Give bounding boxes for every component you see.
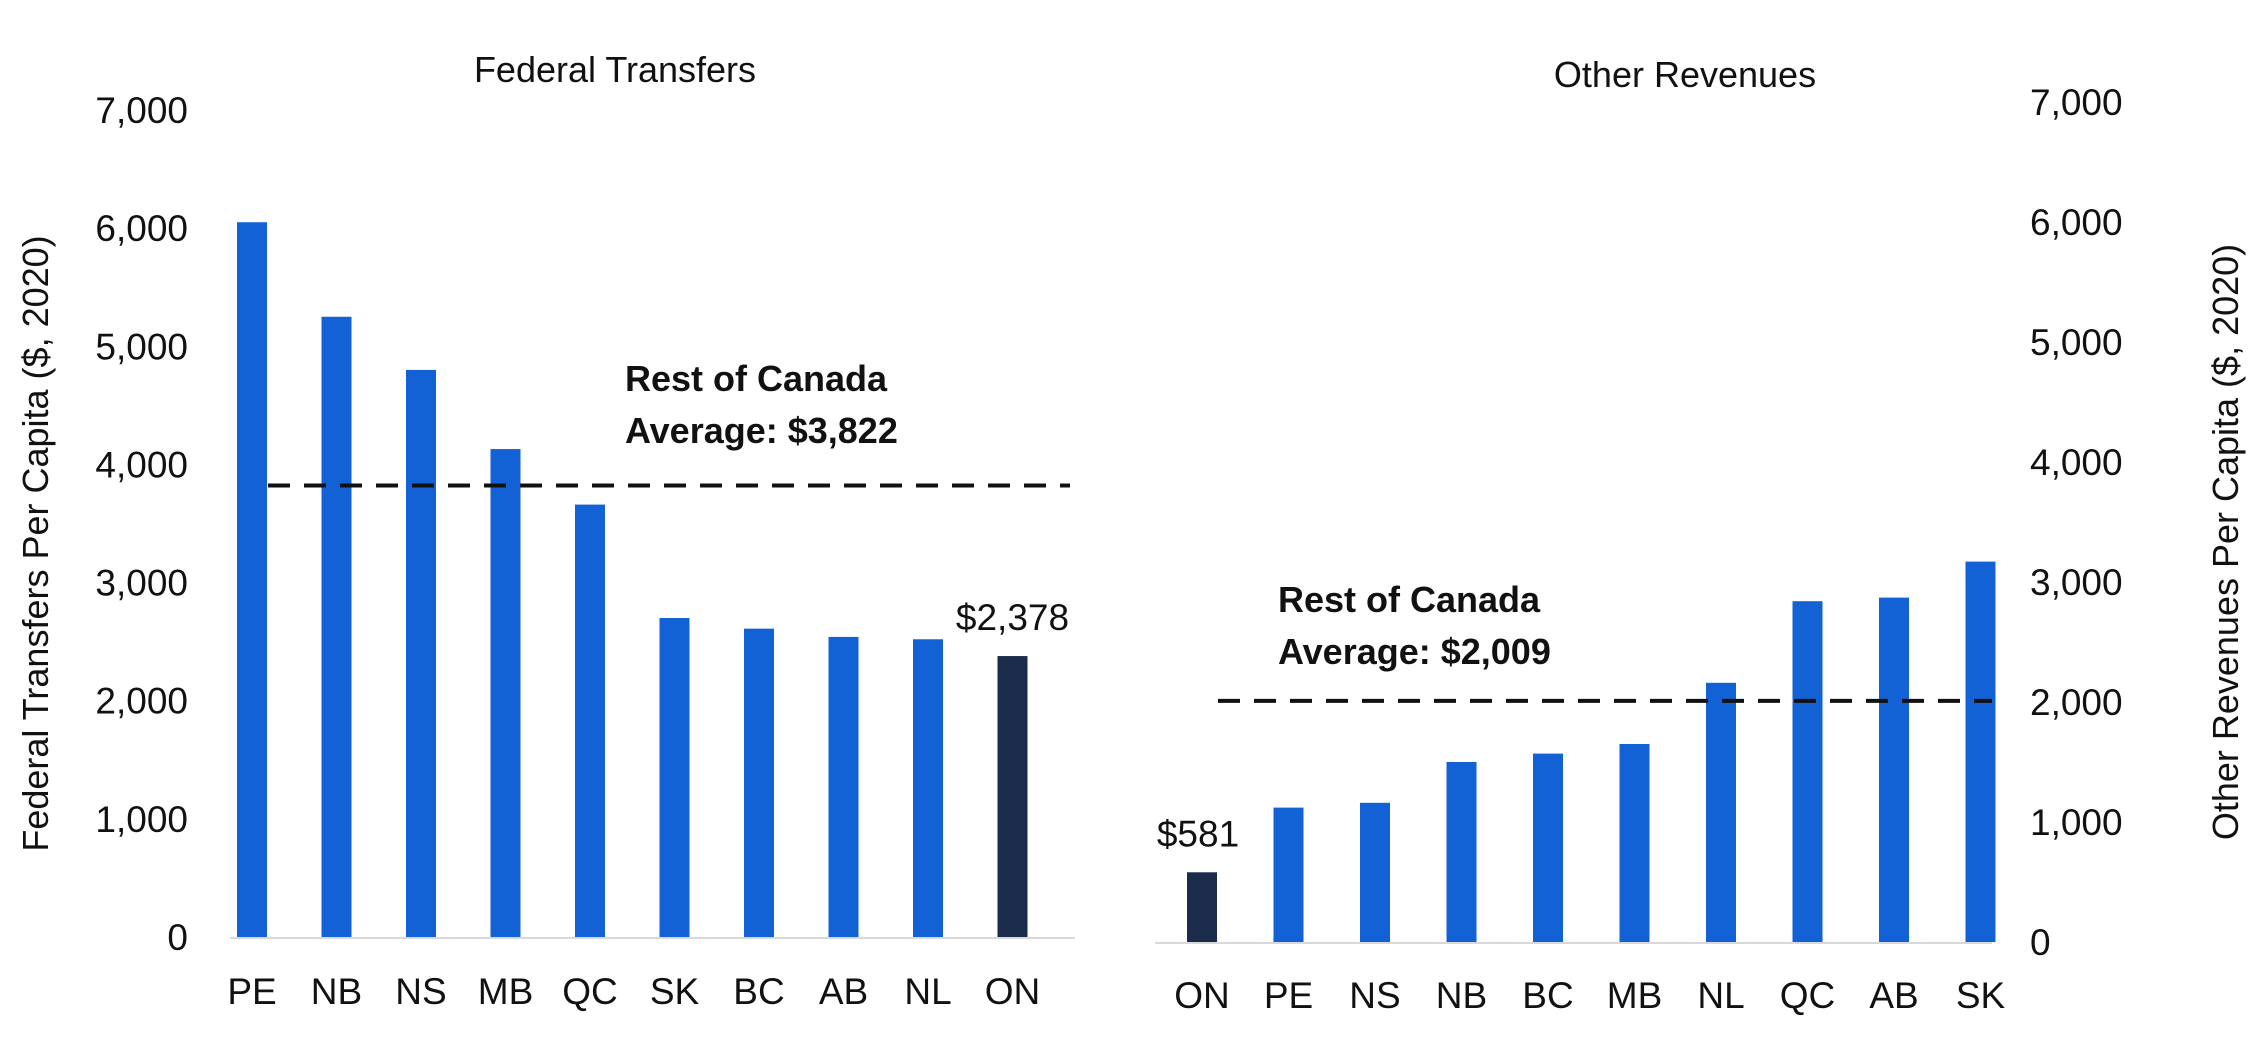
category-label: AB [1869,975,1918,1016]
category-label: NL [1697,975,1744,1016]
bar-nl [1706,682,1736,942]
y-tick-label: 7,000 [95,90,188,131]
y-tick-label: 7,000 [2030,82,2123,123]
y-tick-label: 0 [167,917,188,958]
average-label-line1: Rest of Canada [1278,579,1541,620]
bar-mb [490,449,521,937]
category-label: ON [985,971,1041,1012]
chart-title: Other Revenues [1554,54,1816,95]
bar-on [997,656,1028,937]
bar-on [1187,872,1217,942]
category-label: NS [1349,975,1400,1016]
category-label: BC [1522,975,1573,1016]
y-tick-label: 2,000 [2030,682,2123,723]
other-revenues-panel: Other Revenues Other Revenues Per Capita … [1155,54,2246,1016]
y-tick-label: 3,000 [2030,562,2123,603]
y-tick-label: 5,000 [95,326,188,367]
average-label-line2: Average: $2,009 [1278,631,1551,672]
data-label: $2,378 [956,597,1069,638]
bar-sk [1965,561,1996,942]
y-tick-label: 6,000 [2030,202,2123,243]
y-tick-label: 5,000 [2030,322,2123,363]
y-axis-label: Other Revenues Per Capita ($, 2020) [2205,244,2246,840]
bar-sk [659,618,690,937]
average-label-line1: Rest of Canada [625,358,888,399]
y-tick-label: 3,000 [95,563,188,604]
category-label: QC [1780,975,1836,1016]
category-label: ON [1174,975,1230,1016]
bar-bc [1533,753,1563,942]
bar-ab [828,636,859,937]
y-tick-label: 6,000 [95,208,188,249]
category-label: QC [562,971,618,1012]
bar-ns [406,369,436,937]
category-label: SK [1956,975,2006,1016]
y-tick-label: 4,000 [2030,442,2123,483]
bar-ns [1360,802,1390,942]
bar-bc [744,628,774,937]
category-label: PE [227,971,276,1012]
y-tick-label: 2,000 [95,681,188,722]
bar-pe [1273,807,1304,942]
bar-nl [913,639,943,937]
bar-ab [1879,597,1909,942]
bar-mb [1619,744,1650,942]
category-label: PE [1264,975,1313,1016]
category-label: SK [650,971,700,1012]
y-tick-label: 1,000 [95,799,188,840]
y-tick-label: 0 [2030,922,2051,963]
category-label: BC [733,971,784,1012]
category-label: AB [819,971,868,1012]
bar-nb [321,316,352,937]
y-tick-label: 1,000 [2030,802,2123,843]
bar-pe [237,222,267,937]
category-label: NB [1436,975,1487,1016]
bar-nb [1446,762,1477,942]
chart-title: Federal Transfers [474,49,756,90]
y-axis-label: Federal Transfers Per Capita ($, 2020) [15,235,56,851]
average-label-line2: Average: $3,822 [625,410,898,451]
category-label: MB [478,971,534,1012]
category-label: NL [904,971,951,1012]
bar-qc [1792,601,1823,942]
y-tick-label: 4,000 [95,444,188,485]
category-label: NB [311,971,362,1012]
bar-qc [575,504,605,937]
federal-transfers-panel: Federal Transfers Federal Transfers Per C… [15,49,1075,1012]
category-label: NS [395,971,446,1012]
category-label: MB [1607,975,1663,1016]
data-label: $581 [1157,813,1239,854]
